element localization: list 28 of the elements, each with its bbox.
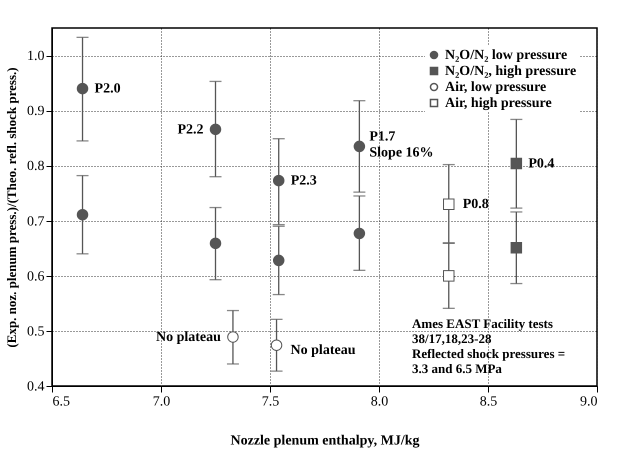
- x-axis-title: Nozzle plenum enthalpy, MJ/kg: [230, 434, 420, 448]
- annotation: No plateau: [290, 343, 356, 358]
- legend-label: Air, high pressure: [445, 96, 552, 111]
- annotation: No plateau: [156, 330, 222, 345]
- annotation: P2.2: [177, 122, 204, 138]
- annotation: Ames EAST Facility tests 38/17,18,23-28 Reflected shock pressures = 3.3 and 6.5 MPa: [412, 316, 566, 376]
- legend-label: N₂O/N₂, high pressure: [445, 64, 576, 79]
- y-tick-label: 0.6: [27, 269, 44, 284]
- annotation: P1.7 Slope 16%: [369, 129, 434, 160]
- x-tick-label: 7.5: [262, 394, 280, 410]
- annotation: P2.0: [94, 82, 121, 97]
- x-tick-label: 7.0: [152, 394, 170, 410]
- y-tick-label: 1.0: [27, 49, 44, 64]
- x-tick-label: 9.0: [580, 394, 598, 410]
- annotation: P0.4: [528, 156, 554, 172]
- x-tick-label: 8.0: [370, 394, 388, 410]
- annotation: P2.3: [290, 174, 317, 189]
- y-tick-label: 0.8: [27, 159, 44, 174]
- annotation: P0.8: [462, 197, 489, 212]
- y-tick-label: 0.5: [27, 324, 44, 340]
- legend-label: Air, low pressure: [445, 80, 546, 95]
- y-axis-title: (Exp. noz. plenum press.)/(Theo. refl. shock press.): [4, 67, 19, 348]
- y-tick-label: 0.9: [27, 104, 44, 120]
- y-tick-label: 0.7: [27, 214, 44, 230]
- y-tick-label: 0.4: [27, 380, 44, 394]
- legend-label: N₂O/N₂ low pressure: [445, 48, 568, 63]
- x-tick-label: 8.5: [480, 394, 498, 410]
- x-tick-label: 6.5: [52, 394, 70, 410]
